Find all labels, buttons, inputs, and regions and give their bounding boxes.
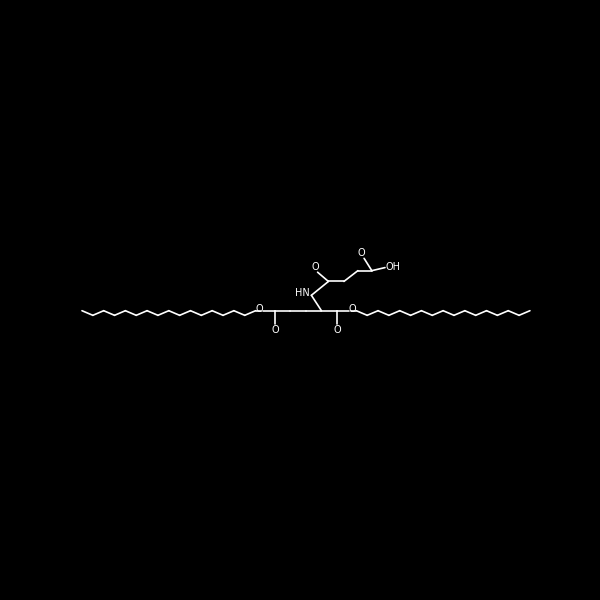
Text: O: O (358, 248, 365, 258)
Text: OH: OH (385, 262, 400, 272)
Text: O: O (349, 304, 356, 314)
Text: O: O (311, 262, 319, 272)
Text: O: O (256, 304, 263, 314)
Text: HN: HN (295, 288, 310, 298)
Text: O: O (333, 325, 341, 335)
Text: O: O (271, 325, 279, 335)
